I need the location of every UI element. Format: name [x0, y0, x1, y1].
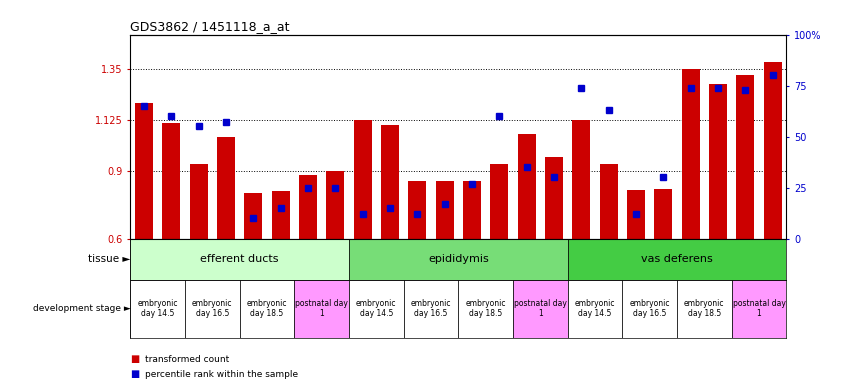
Bar	[349, 239, 568, 280]
Text: GDS3862 / 1451118_a_at: GDS3862 / 1451118_a_at	[130, 20, 290, 33]
Bar	[326, 170, 344, 239]
Bar	[349, 280, 404, 338]
Bar	[709, 84, 727, 239]
Bar	[622, 280, 677, 338]
Bar	[272, 191, 289, 239]
Text: percentile rank within the sample: percentile rank within the sample	[145, 370, 299, 379]
Text: ■: ■	[130, 354, 140, 364]
Bar	[490, 164, 508, 239]
Bar	[436, 181, 453, 239]
Bar	[518, 134, 536, 239]
Bar	[240, 280, 294, 338]
Bar	[513, 280, 568, 338]
Bar	[463, 181, 481, 239]
Text: embryonic
day 16.5: embryonic day 16.5	[192, 299, 233, 318]
Bar	[573, 120, 590, 239]
Text: postnatal day
1: postnatal day 1	[295, 299, 348, 318]
Bar	[654, 189, 672, 239]
Bar	[135, 103, 153, 239]
Bar	[764, 62, 781, 239]
Text: embryonic
day 18.5: embryonic day 18.5	[465, 299, 506, 318]
Bar	[162, 123, 180, 239]
Bar	[294, 280, 349, 338]
Bar	[354, 120, 372, 239]
Bar	[458, 280, 513, 338]
Bar	[245, 194, 262, 239]
Bar	[568, 280, 622, 338]
Text: embryonic
day 16.5: embryonic day 16.5	[410, 299, 452, 318]
Text: efferent ducts: efferent ducts	[200, 254, 279, 264]
Bar	[409, 181, 426, 239]
Text: development stage ►: development stage ►	[33, 304, 130, 313]
Text: epididymis: epididymis	[428, 254, 489, 264]
Text: embryonic
day 14.5: embryonic day 14.5	[574, 299, 616, 318]
Bar	[627, 190, 645, 239]
Text: embryonic
day 18.5: embryonic day 18.5	[684, 299, 725, 318]
Text: embryonic
day 16.5: embryonic day 16.5	[629, 299, 670, 318]
Text: embryonic
day 18.5: embryonic day 18.5	[246, 299, 288, 318]
Bar	[130, 239, 349, 280]
Text: transformed count: transformed count	[145, 354, 230, 364]
Bar	[568, 239, 786, 280]
Text: tissue ►: tissue ►	[88, 254, 130, 264]
Text: embryonic
day 14.5: embryonic day 14.5	[137, 299, 178, 318]
Text: ■: ■	[130, 369, 140, 379]
Bar	[217, 137, 235, 239]
Text: postnatal day
1: postnatal day 1	[514, 299, 567, 318]
Text: vas deferens: vas deferens	[641, 254, 713, 264]
Bar	[190, 164, 208, 239]
Bar	[404, 280, 458, 338]
Bar	[682, 69, 700, 239]
Bar	[677, 280, 732, 338]
Bar	[299, 175, 317, 239]
Bar	[185, 280, 240, 338]
Bar	[381, 125, 399, 239]
Bar	[130, 280, 185, 338]
Text: embryonic
day 14.5: embryonic day 14.5	[356, 299, 397, 318]
Bar	[732, 280, 786, 338]
Bar	[545, 157, 563, 239]
Bar	[737, 75, 754, 239]
Text: postnatal day
1: postnatal day 1	[733, 299, 785, 318]
Bar	[600, 164, 617, 239]
